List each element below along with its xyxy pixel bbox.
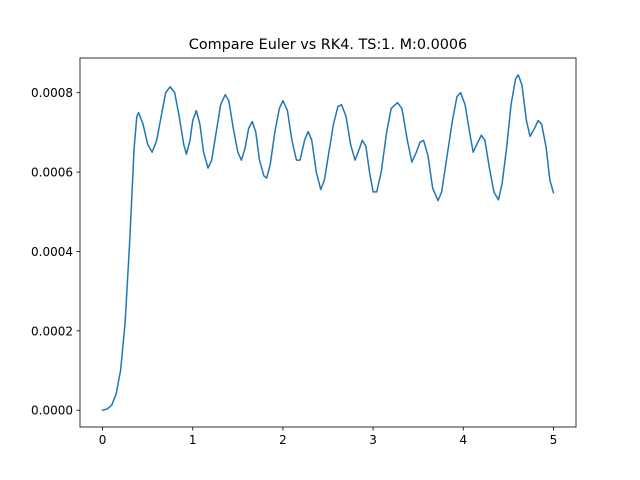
y-tick-label: 0.0006 (31, 166, 73, 180)
x-tick-label: 3 (369, 433, 377, 447)
y-tick-label: 0.0004 (31, 245, 73, 259)
axes: 0 1 2 3 4 5 0.0000 0.0002 0.0004 0.0006 0.0008 (31, 57, 577, 447)
x-tick-label: 2 (279, 433, 287, 447)
series-line-0 (101, 74, 555, 412)
x-tick-label: 5 (550, 433, 558, 447)
plot-area (101, 74, 555, 412)
y-tick-label: 0.0002 (31, 324, 73, 338)
x-tick-label: 0 (99, 433, 107, 447)
axes-frame (79, 57, 577, 428)
x-tick-label: 1 (189, 433, 197, 447)
y-tick-label: 0.0000 (31, 404, 73, 418)
y-tick-label: 0.0008 (31, 86, 73, 100)
x-tick-label: 4 (459, 433, 467, 447)
chart-title: Compare Euler vs RK4. TS:1. M:0.0006 (189, 37, 467, 53)
